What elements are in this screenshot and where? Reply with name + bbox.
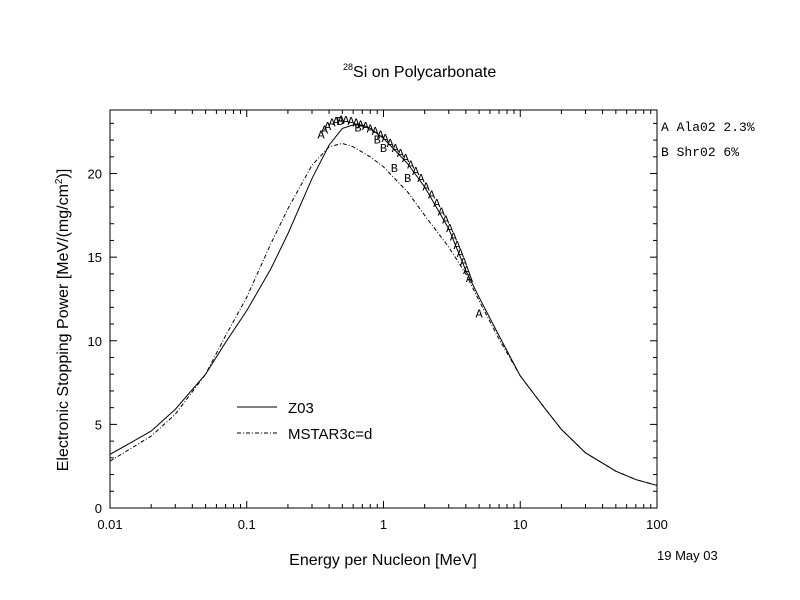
- ref-legend-entry-a: A Ala02 2.3%: [661, 120, 755, 135]
- marker-a: A: [450, 230, 458, 244]
- marker-a: A: [442, 214, 450, 228]
- marker-a: A: [392, 142, 400, 156]
- marker-a: A: [372, 125, 380, 139]
- y-axis-label-sup: 2: [54, 178, 65, 184]
- y-axis-ticks: 0 5 10 15 20: [88, 122, 657, 516]
- marker-b: B: [336, 115, 343, 129]
- date-label: 19 May 03: [657, 548, 718, 563]
- y-tick-label: 20: [88, 167, 102, 182]
- x-axis-ticks: 0.01 0.1 1 10 100: [97, 110, 668, 532]
- ref-legend-symbol-b: B: [661, 145, 669, 160]
- marker-a: A: [362, 120, 370, 134]
- marker-b: B: [354, 122, 361, 136]
- marker-a: A: [453, 239, 461, 253]
- marker-a: A: [321, 123, 329, 137]
- series-legend: Z03 MSTAR3c=d: [237, 400, 372, 443]
- marker-a: A: [402, 152, 410, 166]
- marker-a: A: [382, 132, 390, 146]
- legend-label-z03: Z03: [288, 400, 314, 417]
- marker-b: B: [380, 142, 387, 156]
- title-text: Si on Polycarbonate: [353, 64, 496, 81]
- ref-legend-entry-b: B Shr02 6%: [661, 145, 739, 160]
- y-axis-label-end: )]: [55, 169, 72, 179]
- title-superscript: 28: [343, 62, 353, 72]
- marker-a: A: [463, 264, 471, 278]
- marker-a: A: [407, 159, 415, 173]
- marker-b: B: [404, 172, 411, 186]
- ref-legend-text-b: Shr02 6%: [677, 145, 740, 160]
- marker-a: A: [342, 114, 350, 128]
- marker-a: A: [324, 120, 332, 134]
- marker-a: A: [438, 205, 446, 219]
- series-line-mstar3c-d: [109, 142, 658, 486]
- marker-a: A: [457, 247, 465, 261]
- marker-a: A: [328, 117, 336, 131]
- y-axis-label: Electronic Stopping Power [MeV/(mg/cm2)]: [54, 169, 72, 472]
- y-tick-label: 0: [95, 501, 102, 516]
- marker-a: A: [466, 272, 474, 286]
- marker-a: A: [446, 222, 454, 236]
- chart-title: 28Si on Polycarbonate: [343, 62, 496, 81]
- marker-b: B: [374, 133, 381, 147]
- marker-a: A: [417, 172, 425, 186]
- x-tick-label: 100: [646, 517, 668, 532]
- x-axis-label: Energy per Nucleon [MeV]: [289, 552, 477, 569]
- ref-legend: A Ala02 2.3% B Shr02 6%: [661, 120, 755, 160]
- x-tick-label: 10: [513, 517, 527, 532]
- legend-label-mstar: MSTAR3c=d: [288, 426, 372, 443]
- x-tick-label: 1: [380, 517, 387, 532]
- ref-legend-text-a: Ala02 2.3%: [677, 120, 755, 135]
- series-layer: [109, 124, 658, 486]
- marker-a: A: [357, 118, 365, 132]
- marker-a: A: [332, 115, 340, 129]
- marker-a: A: [387, 137, 395, 151]
- marker-a: A: [475, 307, 483, 321]
- marker-a: A: [433, 197, 441, 211]
- marker-a: A: [377, 128, 385, 142]
- marker-a: A: [338, 113, 346, 127]
- y-tick-label: 15: [88, 250, 102, 265]
- y-tick-label: 5: [95, 417, 102, 432]
- marker-a: A: [318, 128, 326, 142]
- marker-a: A: [348, 115, 356, 129]
- marker-a: A: [397, 147, 405, 161]
- y-axis-label-main: Electronic Stopping Power [MeV/(mg/cm: [55, 184, 72, 471]
- marker-a: A: [352, 117, 360, 131]
- marker-b: B: [391, 162, 398, 176]
- marker-a: A: [412, 165, 420, 179]
- y-tick-label: 10: [88, 334, 102, 349]
- marker-a: A: [423, 180, 431, 194]
- ref-legend-symbol-a: A: [661, 120, 669, 135]
- marker-a: A: [367, 123, 375, 137]
- x-tick-label: 0.1: [238, 517, 256, 532]
- x-tick-label: 0.01: [97, 517, 122, 532]
- marker-a: A: [460, 256, 468, 270]
- marker-a: A: [428, 189, 436, 203]
